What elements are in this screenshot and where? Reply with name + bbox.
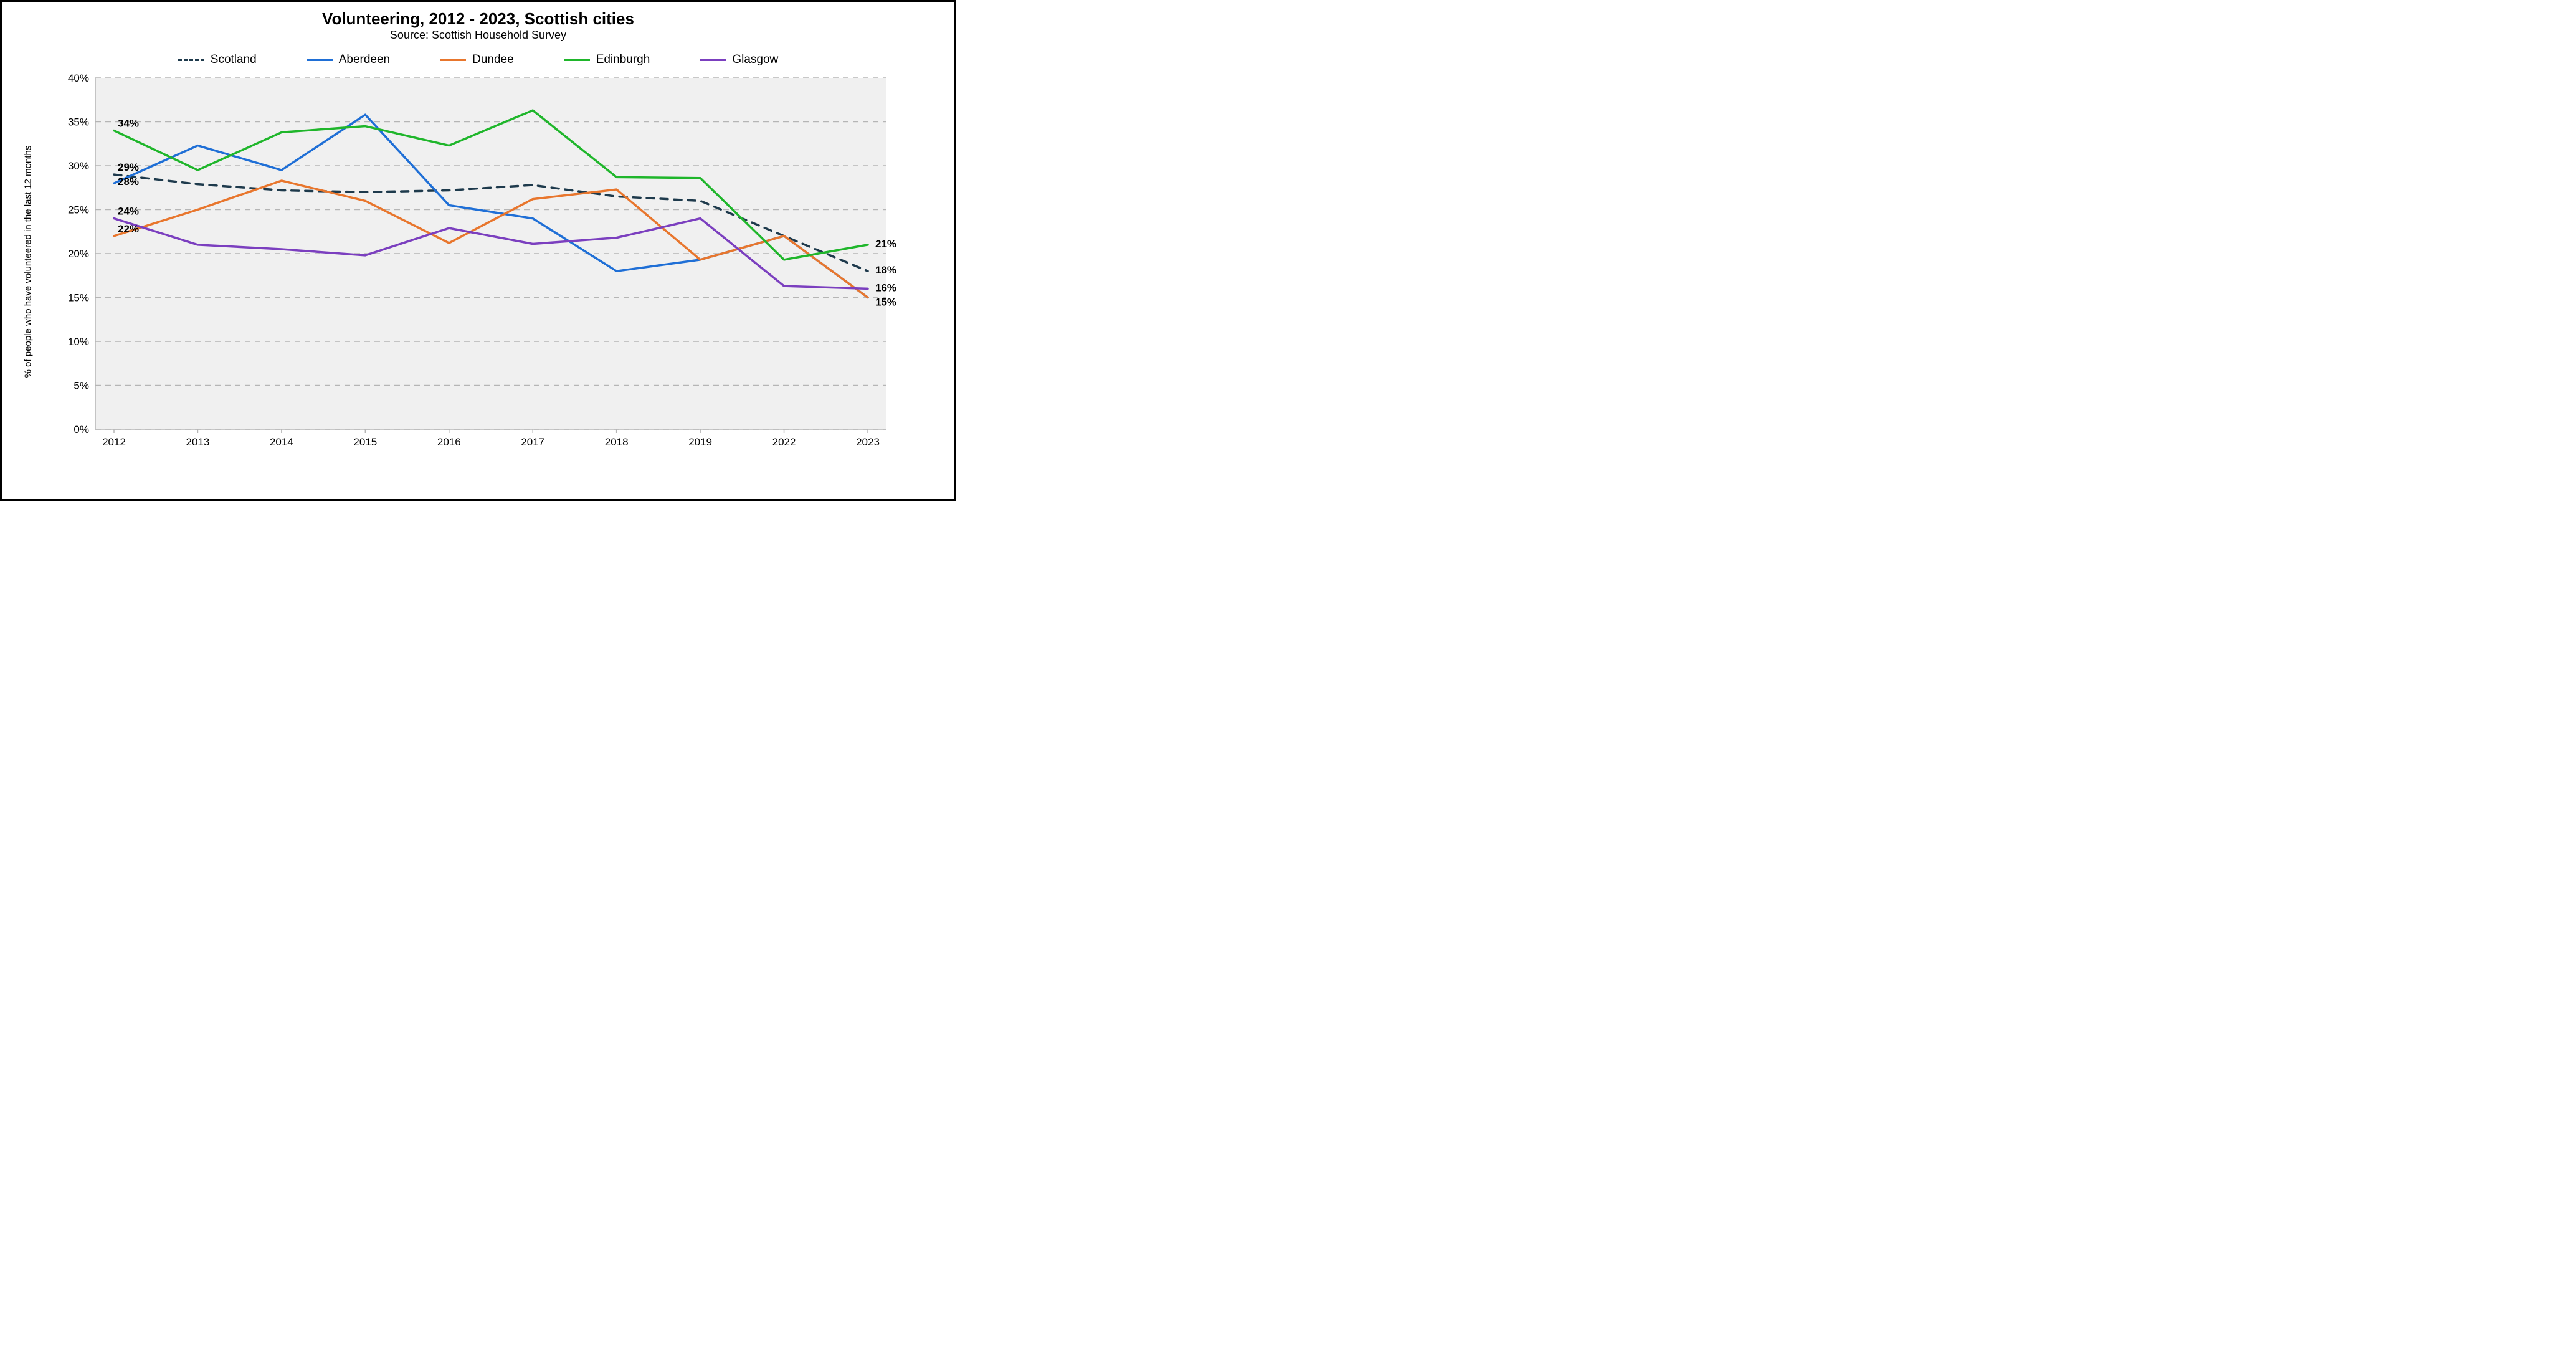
legend-label: Aberdeen	[339, 53, 390, 67]
plot-svg: 0% 5% 10% 15% 20% 25% 30% 35% 40% 2012 2013 2014 201…	[58, 72, 930, 452]
legend-item-glasgow: Glasgow	[700, 53, 778, 67]
x-tick-label: 2015	[353, 436, 377, 448]
y-tick-label: 40%	[68, 72, 89, 84]
x-tick-label: 2017	[521, 436, 544, 448]
y-axis-title: % of people who have volunteered in the …	[23, 146, 34, 378]
legend: Scotland Aberdeen Dundee Edinburgh Glasgow	[21, 53, 936, 67]
data-label-start-aberdeen: 28%	[118, 176, 139, 188]
data-label-start-edinburgh: 34%	[118, 118, 139, 130]
legend-swatch-glasgow	[700, 59, 726, 61]
y-tick-label: 10%	[68, 336, 89, 348]
chart-title: Volunteering, 2012 - 2023, Scottish citi…	[21, 9, 936, 29]
y-tick-label: 5%	[74, 380, 89, 392]
chart-frame: Volunteering, 2012 - 2023, Scottish citi…	[0, 0, 956, 501]
chart-subtitle: Source: Scottish Household Survey	[21, 29, 936, 42]
y-tick-label: 20%	[68, 248, 89, 260]
x-tick-label: 2016	[437, 436, 461, 448]
legend-label: Edinburgh	[596, 53, 650, 67]
y-tick-label: 0%	[74, 424, 89, 435]
data-label-end-scotland: 18%	[875, 264, 896, 276]
data-label-end-glasgow: 16%	[875, 282, 896, 293]
x-tick-label: 2014	[270, 436, 293, 448]
x-tick-label: 2013	[186, 436, 210, 448]
x-tick-label: 2018	[605, 436, 629, 448]
x-tick-label: 2023	[856, 436, 880, 448]
legend-item-dundee: Dundee	[440, 53, 514, 67]
x-tick-label: 2012	[102, 436, 126, 448]
y-tick-label: 15%	[68, 292, 89, 304]
data-label-start-glasgow: 24%	[118, 206, 139, 217]
legend-label: Dundee	[472, 53, 514, 67]
legend-swatch-edinburgh	[564, 59, 590, 61]
data-label-start-dundee: 22%	[118, 223, 139, 235]
x-tick-label: 2022	[772, 436, 796, 448]
y-tick-label: 30%	[68, 160, 89, 172]
data-label-end-aberdeen: 15%	[875, 296, 896, 308]
legend-swatch-aberdeen	[307, 59, 333, 61]
x-tick-label: 2019	[688, 436, 712, 448]
data-label-start-scotland: 29%	[118, 161, 139, 173]
legend-item-aberdeen: Aberdeen	[307, 53, 390, 67]
legend-label: Scotland	[211, 53, 257, 67]
legend-swatch-scotland	[178, 59, 204, 61]
legend-label: Glasgow	[732, 53, 778, 67]
legend-item-scotland: Scotland	[178, 53, 257, 67]
plot-area-wrap: % of people who have volunteered in the …	[58, 72, 929, 452]
legend-swatch-dundee	[440, 59, 466, 61]
legend-item-edinburgh: Edinburgh	[564, 53, 650, 67]
y-tick-label: 25%	[68, 204, 89, 216]
data-label-end-edinburgh: 21%	[875, 238, 896, 250]
y-tick-label: 35%	[68, 116, 89, 128]
